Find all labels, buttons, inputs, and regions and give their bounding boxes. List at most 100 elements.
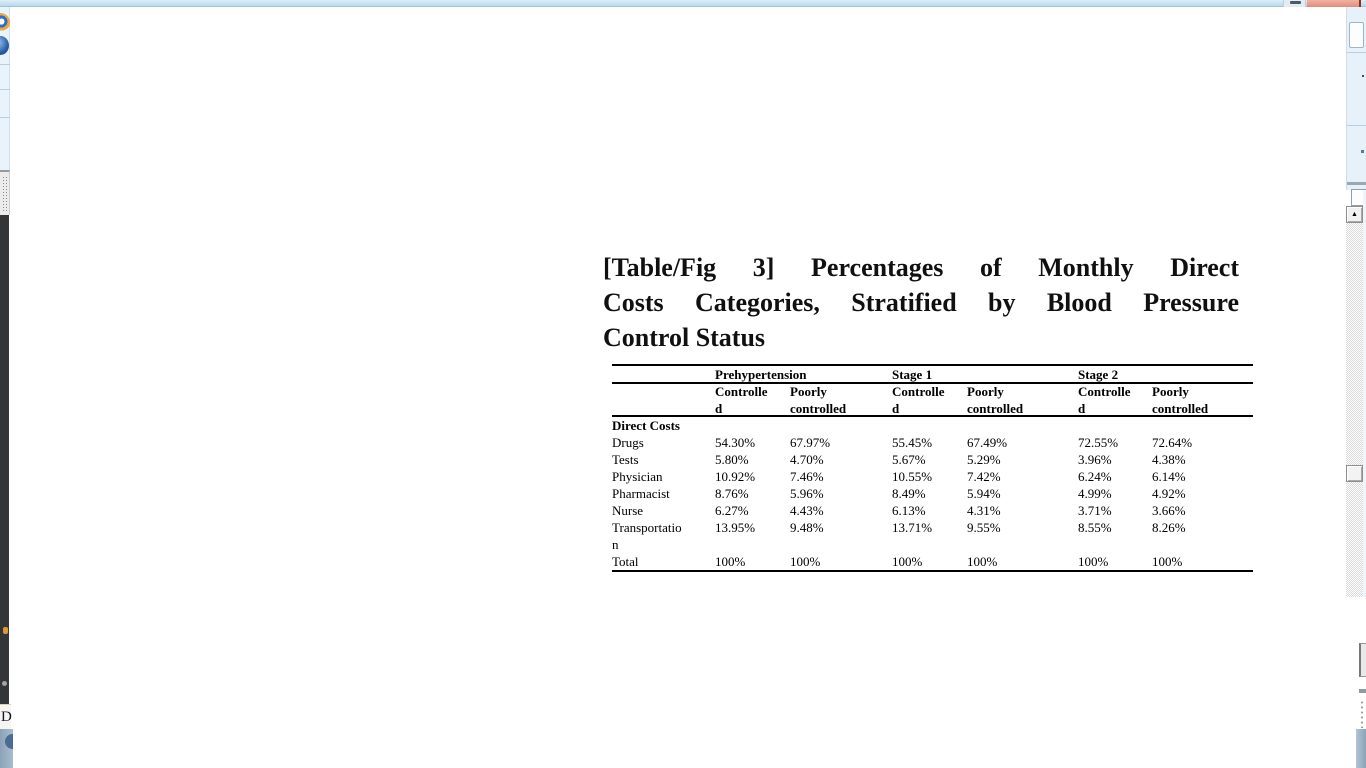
row-label: Drugs bbox=[612, 435, 644, 450]
row-label-text: n bbox=[612, 537, 619, 552]
divider bbox=[0, 117, 10, 118]
table-cell: 5.29% bbox=[967, 452, 1001, 467]
direct-costs-table: Prehypertension Stage 1 Stage 2 Controll… bbox=[612, 364, 1253, 572]
status-dot-icon bbox=[3, 627, 8, 634]
group-header-stage1: Stage 1 bbox=[892, 367, 933, 382]
column-header-text: Poorly bbox=[967, 384, 1004, 399]
table-row-physician: Physician 10.92% 7.46% 10.55% 7.42% 6.24… bbox=[612, 468, 1253, 485]
column-header-text: Poorly bbox=[1152, 384, 1189, 399]
row-label: Total bbox=[612, 554, 639, 569]
taskbar-button-sliver[interactable]: D bbox=[0, 704, 12, 729]
table-cell: 4.92% bbox=[1152, 486, 1186, 501]
column-header-text: Controlle bbox=[715, 384, 768, 399]
minimize-icon bbox=[1290, 1, 1301, 4]
table-cell: 100% bbox=[892, 554, 923, 569]
figure-title: [Table/Fig 3] Percentages of Monthly Dir… bbox=[603, 250, 1239, 355]
start-orb-icon[interactable] bbox=[5, 734, 13, 749]
column-header-controlled: Controlle d bbox=[1078, 384, 1152, 417]
table-cell: 10.55% bbox=[892, 469, 933, 484]
table-cell: 5.94% bbox=[967, 486, 1001, 501]
scrollbar-thumb[interactable] bbox=[1346, 465, 1363, 482]
table-cell: 9.48% bbox=[790, 520, 824, 535]
scrollbar-up-button[interactable]: ▲ bbox=[1346, 206, 1363, 223]
table-cell: 67.97% bbox=[790, 435, 831, 450]
globe-icon[interactable] bbox=[0, 36, 9, 55]
table-cell: 6.24% bbox=[1078, 469, 1112, 484]
scrollbar-track[interactable] bbox=[1346, 482, 1363, 597]
row-label: Nurse bbox=[612, 503, 644, 518]
group-header-prehypertension: Prehypertension bbox=[715, 367, 807, 382]
column-header-text: controlled bbox=[790, 400, 847, 416]
window-edge-line bbox=[1363, 190, 1366, 597]
status-dot-icon bbox=[1362, 75, 1364, 77]
table-column-header-row: Controlle d Poorly controlled Controlle … bbox=[612, 384, 1253, 417]
column-header-poorly-controlled: Poorly controlled bbox=[967, 384, 1078, 417]
table-cell: 5.96% bbox=[790, 486, 824, 501]
table-cell: 67.49% bbox=[967, 435, 1008, 450]
row-label: Transportatio n bbox=[612, 519, 715, 553]
table-row-nurse: Nurse 6.27% 4.43% 6.13% 4.31% 3.71% 3.66… bbox=[612, 502, 1253, 519]
table-row-total: Total 100% 100% 100% 100% 100% 100% bbox=[612, 553, 1253, 570]
table-cell: 6.13% bbox=[892, 503, 926, 518]
table-cell: 5.67% bbox=[892, 452, 926, 467]
table-cell: 6.14% bbox=[1152, 469, 1186, 484]
table-row-pharmacist: Pharmacist 8.76% 5.96% 8.49% 5.94% 4.99%… bbox=[612, 485, 1253, 502]
column-header-text: Controlle bbox=[1078, 384, 1131, 399]
column-header-text: Controlle bbox=[892, 384, 945, 399]
column-header-text: controlled bbox=[967, 400, 1024, 416]
grip-dots-icon bbox=[2, 176, 9, 213]
row-label: Pharmacist bbox=[612, 486, 670, 501]
toolbar-button-sliver[interactable] bbox=[1349, 22, 1364, 48]
divider bbox=[1347, 52, 1366, 53]
table-cell: 13.95% bbox=[715, 520, 756, 535]
table-cell: 4.43% bbox=[790, 503, 824, 518]
column-header-poorly-controlled: Poorly controlled bbox=[790, 384, 892, 417]
table-row-transportation: Transportatio n 13.95% 9.48% 13.71% 9.55… bbox=[612, 519, 1253, 553]
table-row-tests: Tests 5.80% 4.70% 5.67% 5.29% 3.96% 4.38… bbox=[612, 451, 1253, 468]
table-cell: 6.27% bbox=[715, 503, 749, 518]
table-cell: 4.70% bbox=[790, 452, 824, 467]
divider bbox=[0, 64, 10, 65]
table-cell: 4.31% bbox=[967, 503, 1001, 518]
table-cell: 8.76% bbox=[715, 486, 749, 501]
table-cell: 3.96% bbox=[1078, 452, 1112, 467]
table-cell: 100% bbox=[967, 554, 998, 569]
column-header-text: Poorly bbox=[790, 384, 827, 399]
divider bbox=[1347, 125, 1366, 126]
minimize-button-sliver[interactable] bbox=[1283, 0, 1306, 7]
table-section-row: Direct Costs bbox=[612, 417, 1253, 434]
table-cell: 8.55% bbox=[1078, 520, 1112, 535]
background-window-right-edge bbox=[1346, 7, 1366, 190]
taskbar-right-edge bbox=[1356, 729, 1366, 768]
column-header-text: d bbox=[892, 400, 900, 416]
table-cell: 54.30% bbox=[715, 435, 756, 450]
table-cell: 100% bbox=[1078, 554, 1109, 569]
table-cell: 100% bbox=[790, 554, 821, 569]
grip-dots-icon bbox=[1360, 700, 1364, 728]
section-label: Direct Costs bbox=[612, 418, 680, 433]
figure-title-line: Control Status bbox=[603, 323, 766, 352]
scrollbar-track[interactable] bbox=[1346, 223, 1363, 465]
table-cell: 72.64% bbox=[1152, 435, 1193, 450]
table-cell: 3.71% bbox=[1078, 503, 1112, 518]
close-button-sliver[interactable] bbox=[1307, 0, 1361, 7]
row-label: Tests bbox=[612, 452, 639, 467]
background-window-dark-edge bbox=[0, 215, 9, 705]
divider bbox=[1359, 689, 1366, 693]
taskbar-left-edge bbox=[0, 729, 13, 768]
row-label: Physician bbox=[612, 469, 663, 484]
row-label-text: Transportatio bbox=[612, 520, 682, 535]
table-cell: 100% bbox=[1152, 554, 1183, 569]
table-cell: 4.38% bbox=[1152, 452, 1186, 467]
background-window-left-edge bbox=[0, 7, 10, 170]
figure-title-line: Costs Categories, Stratified by Blood Pr… bbox=[603, 288, 1239, 317]
table-cell: 7.42% bbox=[967, 469, 1001, 484]
browser-logo-icon[interactable] bbox=[0, 13, 10, 32]
toolbar-grip-handle[interactable] bbox=[0, 170, 10, 215]
column-header-poorly-controlled: Poorly controlled bbox=[1152, 384, 1253, 417]
table-cell: 5.80% bbox=[715, 452, 749, 467]
background-window-sliver bbox=[1359, 643, 1366, 677]
table-cell: 100% bbox=[715, 554, 746, 569]
table-cell: 7.46% bbox=[790, 469, 824, 484]
status-dot-icon bbox=[2, 681, 7, 686]
